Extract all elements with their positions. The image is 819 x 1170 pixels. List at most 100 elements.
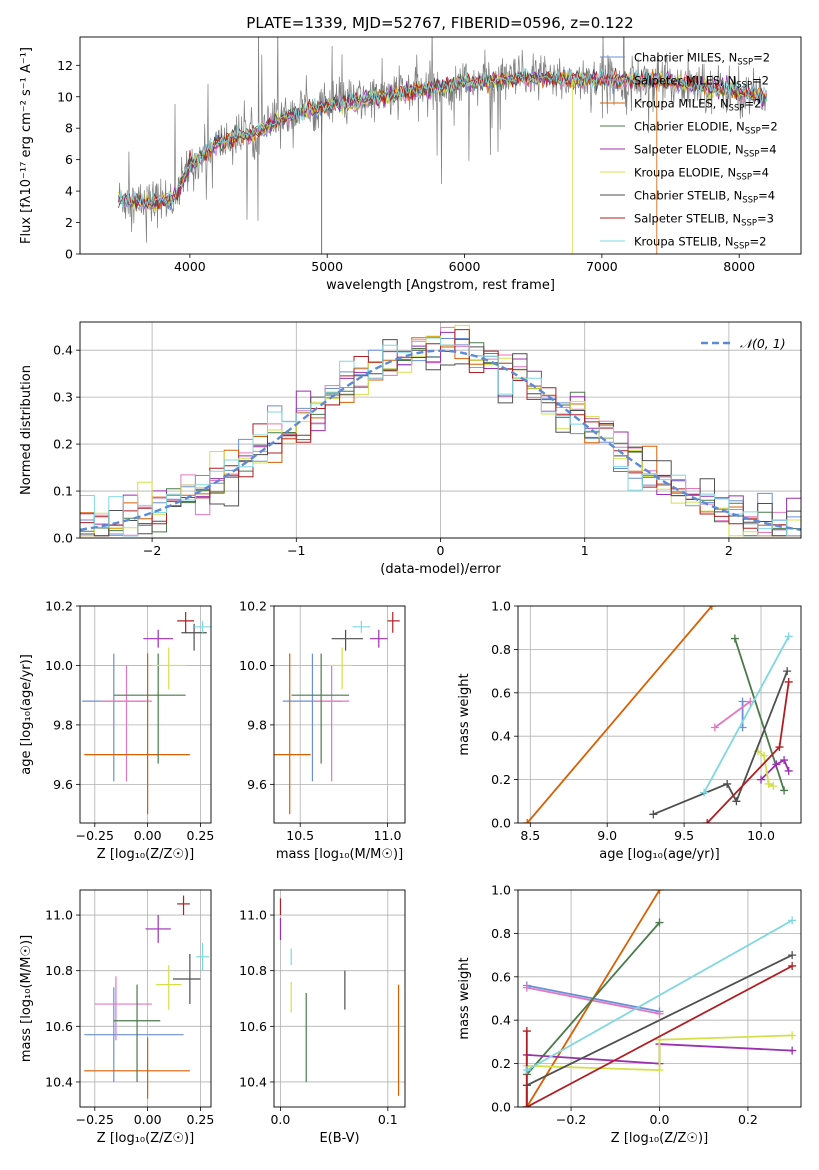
y-tick-label: 8 [65, 121, 73, 136]
legend-label-gaussian: 𝒩(0, 1) [740, 336, 786, 351]
legend-label-salpeter-miles: Salpeter MILES, NSSP=2 [634, 74, 769, 91]
panel-age-vs-Z: −0.25 0.00 0.25 9.6 9.8 10.0 10.2 Z [log₁₀(Z/Z☉… [19, 599, 214, 863]
y-tick-label: 0.4 [491, 1013, 511, 1028]
marker-chabrier-elodie [655, 918, 664, 927]
x-tick-label: 8.5 [520, 828, 540, 843]
marker-chabrier-miles [738, 697, 747, 706]
y-tick-label: 0.4 [53, 343, 73, 358]
marker-salpeter-stelib [522, 1103, 531, 1107]
errorbar-salpeter-elodie [370, 629, 388, 648]
legend-label-chabrier-miles: Chabrier MILES, NSSP=2 [634, 51, 770, 68]
y-tick-label: 0.4 [491, 729, 511, 744]
model-spectrum-salpeter-stelib [118, 67, 767, 210]
y-axis-label: mass [log₁₀(M/M☉)] [19, 935, 34, 1062]
y-tick-label: 10.0 [239, 658, 267, 673]
x-axis-label: age [log₁₀(age/yr)] [599, 847, 720, 862]
marker-kroupa-elodie [769, 782, 778, 791]
x-tick-label: −0.2 [556, 1112, 586, 1127]
axes-frame [273, 889, 406, 1108]
x-tick-label: 4000 [174, 259, 206, 274]
marker-salpeter-stelib [522, 1027, 531, 1036]
errorbar-chabrier-stelib [331, 629, 364, 651]
marker-salpeter-stelib [788, 961, 797, 970]
marker-salpeter-stelib [775, 743, 784, 752]
plot-area [522, 890, 797, 1107]
x-tick-label: 0 [437, 543, 445, 558]
y-tick-label: 0.0 [491, 1100, 511, 1115]
axes-frame [79, 605, 212, 824]
y-tick-label: 0.0 [491, 816, 511, 831]
marker-kroupa-elodie [764, 779, 773, 788]
y-axis-label: mass weight [457, 957, 472, 1039]
y-tick-label: 9.8 [247, 717, 267, 732]
y-tick-label: 10.4 [239, 1074, 267, 1089]
errorbar-kroupa-elodie [151, 647, 186, 690]
marker-chabrier-stelib [723, 779, 732, 788]
marker-kroupa-stelib [700, 788, 709, 797]
marker-salpeter-elodie [780, 756, 789, 765]
y-tick-label: 4 [65, 184, 73, 199]
marker-kroupa-stelib [788, 916, 797, 925]
errorbar-kroupa-elodie [156, 965, 182, 1010]
y-tick-label: 0.0 [53, 531, 73, 546]
y-tick-label: 0 [65, 247, 73, 262]
x-tick-label: 0.25 [187, 828, 215, 843]
line-kroupa-stelib [703, 635, 790, 794]
marker-salpeter-miles [710, 723, 719, 732]
marker-salpeter-stelib [703, 819, 712, 823]
y-tick-label: 0.8 [491, 926, 511, 941]
legend-label-chabrier-stelib: Chabrier STELIB, NSSP=4 [634, 189, 775, 206]
marker-chabrier-elodie [730, 634, 739, 643]
y-tick-label: 2 [65, 215, 73, 230]
x-tick-label: 0.25 [187, 1112, 215, 1127]
y-tick-label: 10.2 [239, 599, 267, 614]
marker-kroupa-stelib [784, 632, 793, 641]
errorbar-salpeter-stelib [177, 611, 195, 633]
line-salpeter-stelib [525, 965, 793, 1107]
line-kroupa-elodie [526, 1034, 793, 1072]
marker-kroupa-miles [655, 890, 664, 894]
axes-frame [273, 605, 406, 824]
errorbar-kroupa-stelib [352, 620, 371, 633]
marker-kroupa-elodie [760, 751, 769, 760]
y-tick-label: 1.0 [491, 883, 511, 898]
panel-weight-vs-Z: −0.2 0.0 0.2 0.0 0.2 0.4 0.6 0.8 1.0 Z [log₁₀(Z/Z… [457, 883, 802, 1146]
panel-residuals: −2 −1 0 1 2 0.0 0.1 0.2 0.3 0.4 (data-model)/error… [19, 321, 802, 577]
x-tick-label: 10.0 [747, 828, 775, 843]
marker-salpeter-miles [522, 983, 531, 992]
panel-spectrum: 4000 5000 6000 7000 8000 0 2 4 6 8 10 12 wavelength … [19, 36, 802, 293]
errorbar-chabrier-stelib [172, 953, 201, 1005]
y-tick-label: 9.8 [53, 717, 73, 732]
errorbar-chabrier-miles [84, 987, 184, 1082]
x-tick-label: −0.25 [76, 1112, 114, 1127]
marker-kroupa-miles [707, 606, 716, 610]
x-axis-label: Z [log₁₀(Z/Z☉)] [611, 1131, 708, 1146]
y-axis-label: Flux [fλ10⁻¹⁷ erg cm⁻² s⁻¹ A⁻¹] [19, 47, 34, 244]
y-tick-label: 11.0 [239, 908, 267, 923]
marker-chabrier-stelib [783, 667, 792, 676]
y-tick-label: 10 [57, 89, 73, 104]
line-chabrier-stelib [652, 670, 789, 816]
spectrum-legend: Chabrier MILES, NSSP=2 Salpeter MILES, NS… [600, 51, 778, 252]
legend-label-kroupa-elodie: Kroupa ELODIE, NSSP=4 [634, 166, 769, 183]
y-tick-label: 10.6 [45, 1019, 73, 1034]
y-tick-label: 0.2 [491, 1056, 511, 1071]
marker-kroupa-elodie [788, 1031, 797, 1040]
axes-frame [517, 889, 802, 1108]
gaussian-reference-curve [80, 349, 801, 531]
y-tick-label: 0.2 [53, 437, 73, 452]
x-tick-label: 0.1 [378, 1112, 398, 1127]
y-tick-label: 10.6 [239, 1019, 267, 1034]
y-tick-label: 10.8 [239, 963, 267, 978]
x-tick-label: 7000 [586, 259, 618, 274]
x-tick-label: 10.5 [286, 828, 314, 843]
marker-salpeter-elodie [788, 1046, 797, 1055]
y-tick-label: 10.0 [45, 658, 73, 673]
x-tick-label: 9.0 [597, 828, 617, 843]
line-salpeter-miles [526, 986, 660, 1015]
y-tick-label: 9.6 [53, 777, 73, 792]
marker-salpeter-elodie [784, 766, 793, 775]
errorbar-salpeter-miles [94, 976, 152, 1041]
errorbar-salpeter-stelib [387, 611, 400, 633]
marker-salpeter-elodie [772, 760, 781, 769]
